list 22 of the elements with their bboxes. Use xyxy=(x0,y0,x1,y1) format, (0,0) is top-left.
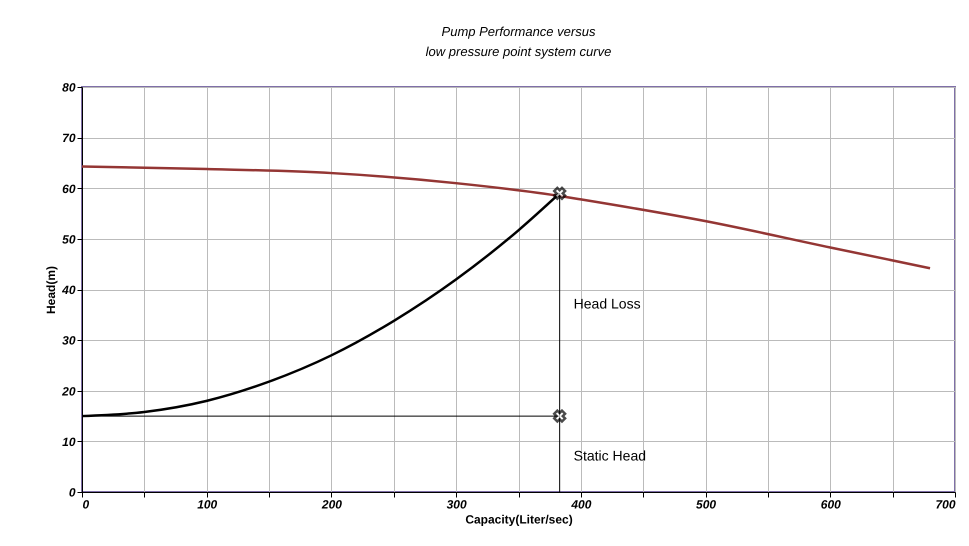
x-tick-label: 400 xyxy=(570,498,592,512)
chart-title: Pump Performance versus low pressure point system curve xyxy=(426,24,612,59)
y-tick-label: 40 xyxy=(61,283,76,297)
y-tick-label: 0 xyxy=(68,486,76,500)
y-tick-label: 20 xyxy=(61,384,76,398)
y-tick-label: 60 xyxy=(62,182,76,196)
x-tick-label: 500 xyxy=(696,498,716,512)
x-axis-title: Capacity(Liter/sec) xyxy=(465,512,573,526)
annotation: Head Loss xyxy=(574,296,641,312)
y-tick-label: 70 xyxy=(62,131,76,146)
x-tick-label: 600 xyxy=(820,498,842,512)
x-tick-label: 200 xyxy=(320,498,342,512)
x-tick-label: 300 xyxy=(446,498,467,512)
annotation: Static Head xyxy=(574,448,646,464)
x-tick-label: 700 xyxy=(935,498,956,512)
x-tick-label: 100 xyxy=(197,498,218,512)
y-tick-label: 30 xyxy=(62,334,76,348)
x-tick-label: 0 xyxy=(82,498,90,512)
y-tick-label: 10 xyxy=(62,434,76,449)
y-tick-label: 50 xyxy=(62,232,76,246)
y-axis-title: Head(m) xyxy=(44,266,58,314)
y-tick-label: 80 xyxy=(62,80,76,94)
